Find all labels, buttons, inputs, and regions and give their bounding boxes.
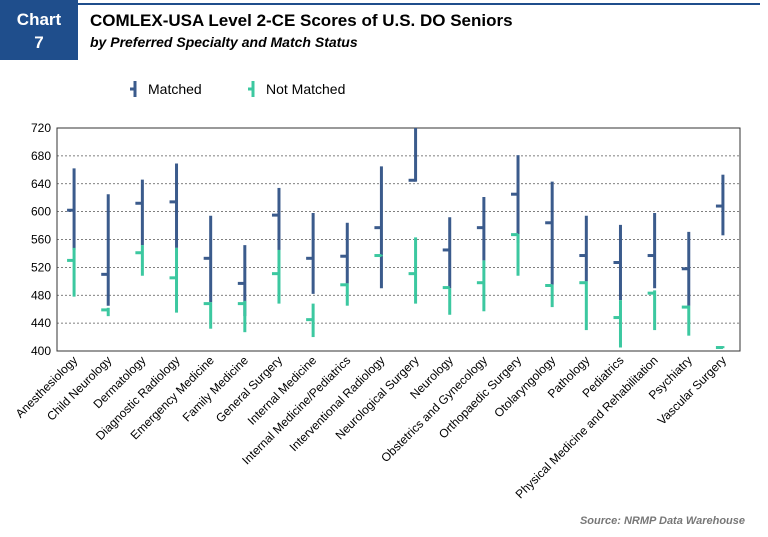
chart-title: COMLEX-USA Level 2-CE Scores of U.S. DO … xyxy=(90,11,513,30)
y-tick-label: 600 xyxy=(31,205,51,219)
y-tick-label: 480 xyxy=(31,288,51,302)
chart-badge xyxy=(0,0,78,60)
y-tick-label: 720 xyxy=(31,121,51,135)
y-tick-label: 560 xyxy=(31,233,51,247)
chart-label: Chart xyxy=(17,10,62,29)
source: Source: NRMP Data Warehouse xyxy=(580,515,745,527)
chart-number: 7 xyxy=(34,33,43,52)
y-tick-label: 400 xyxy=(31,344,51,358)
legend-label: Not Matched xyxy=(266,81,345,97)
y-tick-label: 680 xyxy=(31,149,51,163)
y-tick-label: 640 xyxy=(31,177,51,191)
legend-label: Matched xyxy=(148,81,202,97)
plot-frame xyxy=(56,127,741,352)
chart-subtitle: by Preferred Specialty and Match Status xyxy=(90,34,358,50)
y-tick-label: 440 xyxy=(31,316,51,330)
y-tick-label: 520 xyxy=(31,260,51,274)
